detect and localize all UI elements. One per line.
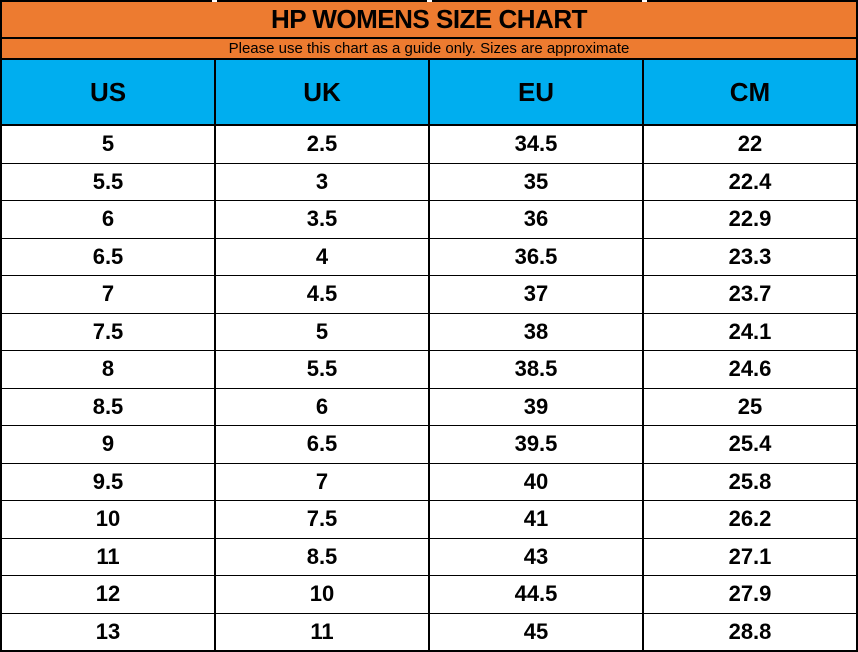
table-cell: 12 — [95, 581, 121, 607]
table-cell: 11 — [96, 543, 120, 569]
table-cell: 9 — [101, 431, 115, 457]
table-cell: 5 — [101, 131, 115, 157]
header-cell-eu: EU — [428, 60, 642, 124]
table-cell: 7.5 — [214, 501, 428, 538]
table-cell: 23.7 — [642, 276, 856, 313]
table-cell: 26.2 — [642, 501, 856, 538]
table-cell: 22.4 — [642, 163, 856, 200]
table-cell: 5.5 — [214, 351, 428, 388]
table-cell: 6 — [214, 388, 428, 425]
table-cell: 10 — [214, 576, 428, 613]
table-row: 11 8.5 43 27.1 — [2, 537, 856, 575]
chart-subtitle: Please use this chart as a guide only. S… — [2, 39, 856, 60]
gridline-notch — [212, 0, 217, 2]
table-cell: 39.5 — [428, 426, 642, 463]
table-cell: 6.5 — [92, 243, 124, 269]
table-cell: 8.5 — [214, 538, 428, 575]
table-cell: 25 — [642, 388, 856, 425]
table-row: 6 3.5 36 22.9 — [2, 200, 856, 238]
table-cell: 7 — [214, 463, 428, 500]
table-row: 7.5 5 38 24.1 — [2, 312, 856, 350]
table-cell: 10 — [95, 506, 121, 532]
table-cell: 3.5 — [214, 201, 428, 238]
table-cell: 36 — [428, 201, 642, 238]
table-row: 9.5 7 40 25.8 — [2, 462, 856, 500]
table-cell: 7.5 — [92, 318, 124, 344]
header-row: US UK EU CM — [2, 60, 856, 126]
table-cell: 5 — [214, 313, 428, 350]
header-cell-cm: CM — [642, 60, 856, 124]
table-row: 8 5.5 38.5 24.6 — [2, 350, 856, 388]
table-cell: 44.5 — [428, 576, 642, 613]
table-cell: 25.4 — [642, 426, 856, 463]
table-row: 9 6.5 39.5 25.4 — [2, 425, 856, 463]
table-cell: 36.5 — [428, 238, 642, 275]
table-cell: 23.3 — [642, 238, 856, 275]
table-cell: 27.1 — [642, 538, 856, 575]
header-cell-uk: UK — [214, 60, 428, 124]
table-cell: 3 — [214, 163, 428, 200]
table-cell: 8 — [101, 356, 115, 382]
table-cell: 13 — [95, 618, 121, 644]
table-cell: 41 — [428, 501, 642, 538]
table-cell: 24.1 — [642, 313, 856, 350]
table-cell: 25.8 — [642, 463, 856, 500]
table-cell: 8.5 — [92, 393, 124, 419]
table-row: 6.5 4 36.5 23.3 — [2, 237, 856, 275]
table-cell: 22 — [642, 126, 856, 163]
table-cell: 27.9 — [642, 576, 856, 613]
table-cell: 6 — [101, 206, 115, 232]
table-cell: 24.6 — [642, 351, 856, 388]
table-row: 13 11 45 28.8 — [2, 612, 856, 650]
table-cell: 34.5 — [428, 126, 642, 163]
table-cell: 5.5 — [92, 168, 124, 194]
table-row: 10 7.5 41 26.2 — [2, 500, 856, 538]
table-cell: 38 — [428, 313, 642, 350]
table-row: 7 4.5 37 23.7 — [2, 275, 856, 313]
table-cell: 11 — [214, 613, 428, 650]
table-cell: 7 — [101, 281, 115, 307]
table-cell: 22.9 — [642, 201, 856, 238]
header-cell-us: US — [89, 76, 127, 107]
table-cell: 9.5 — [92, 468, 124, 494]
table-body: 5 2.5 34.5 22 5.5 3 35 22.4 6 3.5 36 22.9 6.5 4 36.5 23… — [2, 126, 856, 650]
table-cell: 28.8 — [642, 613, 856, 650]
chart-title: HP WOMENS SIZE CHART — [2, 2, 856, 39]
table-cell: 43 — [428, 538, 642, 575]
table-cell: 39 — [428, 388, 642, 425]
table-row: 5 2.5 34.5 22 — [2, 126, 856, 163]
gridline-notch — [642, 0, 647, 2]
table-cell: 4 — [214, 238, 428, 275]
gridline-notch — [427, 0, 432, 2]
table-cell: 4.5 — [214, 276, 428, 313]
table-cell: 35 — [428, 163, 642, 200]
table-cell: 6.5 — [214, 426, 428, 463]
table-cell: 40 — [428, 463, 642, 500]
table-cell: 37 — [428, 276, 642, 313]
table-row: 5.5 3 35 22.4 — [2, 162, 856, 200]
table-cell: 2.5 — [214, 126, 428, 163]
table-row: 8.5 6 39 25 — [2, 387, 856, 425]
table-row: 12 10 44.5 27.9 — [2, 575, 856, 613]
table-cell: 45 — [428, 613, 642, 650]
table-cell: 38.5 — [428, 351, 642, 388]
